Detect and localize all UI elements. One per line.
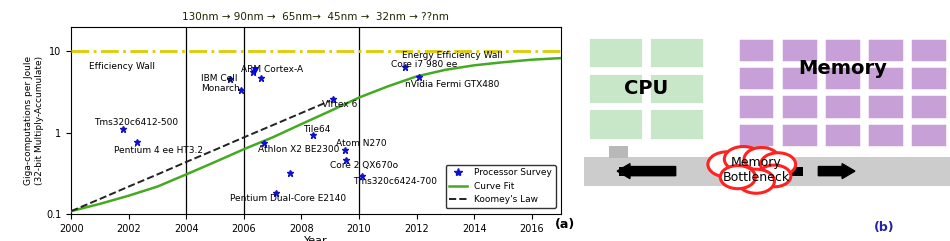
- Text: Atom N270: Atom N270: [336, 140, 387, 148]
- Text: Core i7 980 ee: Core i7 980 ee: [390, 60, 457, 69]
- Circle shape: [708, 152, 746, 177]
- Bar: [759, 167, 804, 176]
- Text: Pentium Dual-Core E2140: Pentium Dual-Core E2140: [230, 194, 346, 203]
- FancyBboxPatch shape: [738, 94, 774, 119]
- Text: (b): (b): [874, 221, 895, 234]
- Text: CPU: CPU: [624, 79, 668, 98]
- Text: (a): (a): [555, 218, 576, 231]
- FancyBboxPatch shape: [781, 66, 818, 90]
- FancyBboxPatch shape: [867, 123, 903, 147]
- FancyBboxPatch shape: [781, 38, 818, 62]
- FancyBboxPatch shape: [825, 38, 861, 62]
- FancyBboxPatch shape: [650, 108, 704, 140]
- Text: nVidia Fermi GTX480: nVidia Fermi GTX480: [405, 80, 500, 89]
- Bar: [618, 167, 674, 176]
- FancyBboxPatch shape: [588, 73, 643, 104]
- X-axis label: Year: Year: [304, 236, 328, 241]
- Text: Athlon X2 BE2300: Athlon X2 BE2300: [258, 145, 340, 154]
- FancyBboxPatch shape: [738, 123, 774, 147]
- Text: Efficiency Wall: Efficiency Wall: [88, 62, 155, 71]
- FancyBboxPatch shape: [825, 123, 861, 147]
- Bar: [610, 146, 628, 158]
- FancyBboxPatch shape: [588, 108, 643, 140]
- FancyBboxPatch shape: [867, 66, 903, 90]
- Circle shape: [738, 169, 774, 193]
- Legend: Processor Survey, Curve Fit, Koomey's Law: Processor Survey, Curve Fit, Koomey's La…: [446, 165, 556, 208]
- Circle shape: [724, 147, 762, 172]
- FancyBboxPatch shape: [584, 157, 950, 186]
- Text: Memory: Memory: [798, 59, 887, 78]
- FancyBboxPatch shape: [738, 66, 774, 90]
- FancyBboxPatch shape: [650, 73, 704, 104]
- FancyBboxPatch shape: [781, 94, 818, 119]
- Text: Virtex 6: Virtex 6: [322, 100, 357, 109]
- Text: Energy Efficiency Wall: Energy Efficiency Wall: [402, 51, 503, 60]
- FancyBboxPatch shape: [650, 37, 704, 68]
- Circle shape: [758, 165, 791, 187]
- Text: IBM Cell
Monarch: IBM Cell Monarch: [200, 74, 239, 93]
- Text: 130nm → 90nm →  65nm→  45nm →  32nm → ??nm: 130nm → 90nm → 65nm→ 45nm → 32nm → ??nm: [182, 12, 449, 22]
- FancyBboxPatch shape: [738, 38, 774, 62]
- Text: Tms320c6424-700: Tms320c6424-700: [353, 177, 437, 186]
- FancyArrow shape: [818, 164, 855, 179]
- Text: Tms320c6412-500: Tms320c6412-500: [94, 118, 179, 127]
- Text: Tile64: Tile64: [303, 125, 331, 134]
- FancyBboxPatch shape: [910, 94, 947, 119]
- Text: Core 2 QX670o: Core 2 QX670o: [331, 161, 398, 170]
- Text: Memory
Bottleneck: Memory Bottleneck: [723, 156, 789, 184]
- Y-axis label: Giga-computations per Joule
(32-bit Multiply-Accumulate): Giga-computations per Joule (32-bit Mult…: [24, 56, 44, 185]
- Circle shape: [761, 153, 796, 176]
- FancyBboxPatch shape: [910, 66, 947, 90]
- FancyBboxPatch shape: [588, 37, 643, 68]
- FancyBboxPatch shape: [910, 38, 947, 62]
- FancyBboxPatch shape: [781, 123, 818, 147]
- FancyBboxPatch shape: [825, 94, 861, 119]
- Circle shape: [744, 147, 779, 171]
- Text: ARM Cortex-A: ARM Cortex-A: [241, 65, 303, 74]
- FancyBboxPatch shape: [867, 38, 903, 62]
- Circle shape: [720, 166, 755, 189]
- FancyBboxPatch shape: [867, 94, 903, 119]
- Text: Pentium 4 ee HT3.2: Pentium 4 ee HT3.2: [114, 147, 203, 155]
- FancyBboxPatch shape: [825, 66, 861, 90]
- FancyBboxPatch shape: [910, 123, 947, 147]
- Bar: [750, 146, 769, 158]
- FancyArrow shape: [618, 164, 675, 179]
